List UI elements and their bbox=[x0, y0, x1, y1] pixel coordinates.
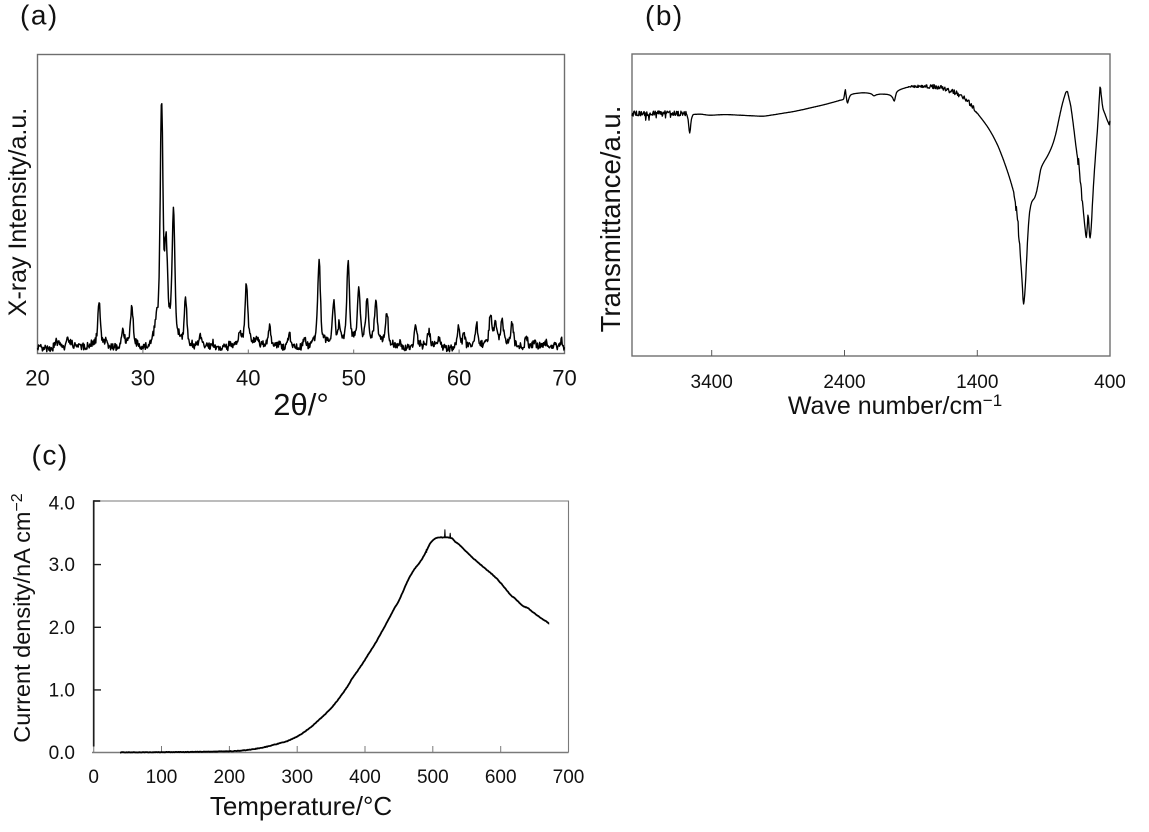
svg-text:70: 70 bbox=[552, 366, 576, 391]
svg-text:0: 0 bbox=[88, 767, 99, 788]
svg-text:1400: 1400 bbox=[956, 372, 998, 393]
svg-text:(b): (b) bbox=[645, 0, 684, 31]
svg-text:X-ray Intensity/a.u.: X-ray Intensity/a.u. bbox=[4, 108, 32, 316]
svg-text:Transmittance/a.u.: Transmittance/a.u. bbox=[595, 106, 626, 333]
svg-text:(a): (a) bbox=[20, 0, 59, 31]
svg-text:Wave number/cm−1: Wave number/cm−1 bbox=[788, 391, 1002, 420]
svg-text:700: 700 bbox=[553, 767, 585, 788]
svg-text:60: 60 bbox=[447, 366, 471, 391]
svg-text:Current density/nA cm−2: Current density/nA cm−2 bbox=[9, 493, 35, 743]
svg-text:300: 300 bbox=[281, 767, 313, 788]
svg-text:3400: 3400 bbox=[691, 372, 733, 393]
svg-text:200: 200 bbox=[214, 767, 246, 788]
svg-text:400: 400 bbox=[1094, 372, 1126, 393]
svg-text:40: 40 bbox=[236, 366, 260, 391]
svg-text:30: 30 bbox=[131, 366, 155, 391]
svg-text:Temperature/°C: Temperature/°C bbox=[210, 791, 392, 821]
svg-text:2θ/°: 2θ/° bbox=[273, 387, 329, 422]
svg-text:1.0: 1.0 bbox=[49, 680, 75, 701]
svg-text:2400: 2400 bbox=[823, 372, 865, 393]
svg-text:100: 100 bbox=[146, 767, 178, 788]
svg-text:4.0: 4.0 bbox=[49, 494, 75, 515]
svg-text:50: 50 bbox=[341, 366, 365, 391]
svg-text:500: 500 bbox=[417, 767, 449, 788]
svg-text:2.0: 2.0 bbox=[49, 618, 75, 639]
svg-text:400: 400 bbox=[349, 767, 381, 788]
svg-text:3.0: 3.0 bbox=[49, 555, 75, 576]
svg-text:20: 20 bbox=[25, 366, 49, 391]
svg-text:(c): (c) bbox=[32, 440, 69, 471]
svg-text:0.0: 0.0 bbox=[49, 743, 75, 764]
svg-text:600: 600 bbox=[485, 767, 517, 788]
